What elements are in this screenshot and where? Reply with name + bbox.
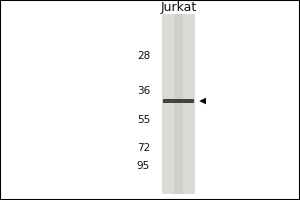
Text: 36: 36: [137, 86, 150, 96]
Text: 95: 95: [137, 161, 150, 171]
Bar: [162, 14, 195, 194]
Text: 28: 28: [137, 51, 150, 61]
Bar: [163, 99, 194, 103]
Bar: [174, 14, 183, 194]
Text: 72: 72: [137, 143, 150, 153]
Text: 55: 55: [137, 115, 150, 125]
Text: Jurkat: Jurkat: [160, 0, 196, 14]
